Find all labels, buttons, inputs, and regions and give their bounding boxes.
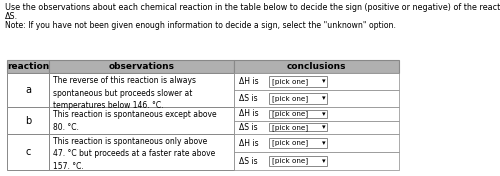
Text: ΔH is: ΔH is bbox=[239, 77, 258, 86]
Bar bbox=[234, 121, 399, 134]
Bar bbox=[269, 156, 327, 166]
Bar bbox=[234, 73, 399, 90]
Bar bbox=[49, 134, 234, 170]
Text: [pick one]: [pick one] bbox=[272, 158, 308, 164]
Bar bbox=[234, 152, 399, 170]
Bar bbox=[269, 110, 327, 118]
Text: [pick one]: [pick one] bbox=[272, 78, 308, 85]
Text: The reverse of this reaction is always
spontaneous but proceeds slower at
temper: The reverse of this reaction is always s… bbox=[53, 76, 196, 110]
Text: ΔS is: ΔS is bbox=[239, 156, 258, 165]
Text: ΔH is: ΔH is bbox=[239, 109, 258, 118]
Text: ▾: ▾ bbox=[322, 140, 326, 146]
Text: [pick one]: [pick one] bbox=[272, 124, 308, 131]
Bar bbox=[7, 73, 49, 107]
Bar bbox=[49, 73, 234, 107]
Text: ▾: ▾ bbox=[322, 158, 326, 164]
Text: ΔS is: ΔS is bbox=[239, 94, 258, 103]
Text: This reaction is spontaneous except above
80. °C.: This reaction is spontaneous except abov… bbox=[53, 110, 216, 131]
Bar bbox=[269, 123, 327, 131]
Bar bbox=[7, 134, 49, 170]
Text: ΔH is: ΔH is bbox=[239, 139, 258, 147]
Text: ▾: ▾ bbox=[322, 78, 326, 84]
Bar bbox=[7, 60, 49, 73]
Text: ΔS is: ΔS is bbox=[239, 123, 258, 132]
Bar bbox=[269, 76, 327, 87]
Text: ▾: ▾ bbox=[322, 111, 326, 117]
Text: a: a bbox=[25, 85, 31, 95]
Text: b: b bbox=[25, 115, 31, 125]
Text: observations: observations bbox=[108, 62, 174, 71]
Bar bbox=[234, 60, 399, 73]
Text: reaction: reaction bbox=[7, 62, 49, 71]
Bar bbox=[7, 107, 49, 134]
Text: This reaction is spontaneous only above
47. °C but proceeds at a faster rate abo: This reaction is spontaneous only above … bbox=[53, 137, 215, 171]
Text: [pick one]: [pick one] bbox=[272, 110, 308, 117]
Bar bbox=[49, 60, 234, 73]
Bar bbox=[234, 90, 399, 107]
Text: ▾: ▾ bbox=[322, 124, 326, 130]
Text: conclusions: conclusions bbox=[287, 62, 346, 71]
Text: [pick one]: [pick one] bbox=[272, 95, 308, 102]
Bar bbox=[234, 107, 399, 121]
Text: ▾: ▾ bbox=[322, 96, 326, 102]
Text: Note: If you have not been given enough information to decide a sign, select the: Note: If you have not been given enough … bbox=[5, 21, 396, 30]
Bar bbox=[269, 93, 327, 104]
Bar bbox=[49, 107, 234, 134]
Bar bbox=[234, 134, 399, 152]
Bar bbox=[269, 138, 327, 148]
Text: c: c bbox=[26, 147, 30, 157]
Text: [pick one]: [pick one] bbox=[272, 140, 308, 146]
Text: Use the observations about each chemical reaction in the table below to decide t: Use the observations about each chemical… bbox=[5, 3, 500, 12]
Text: ΔS.: ΔS. bbox=[5, 12, 18, 21]
